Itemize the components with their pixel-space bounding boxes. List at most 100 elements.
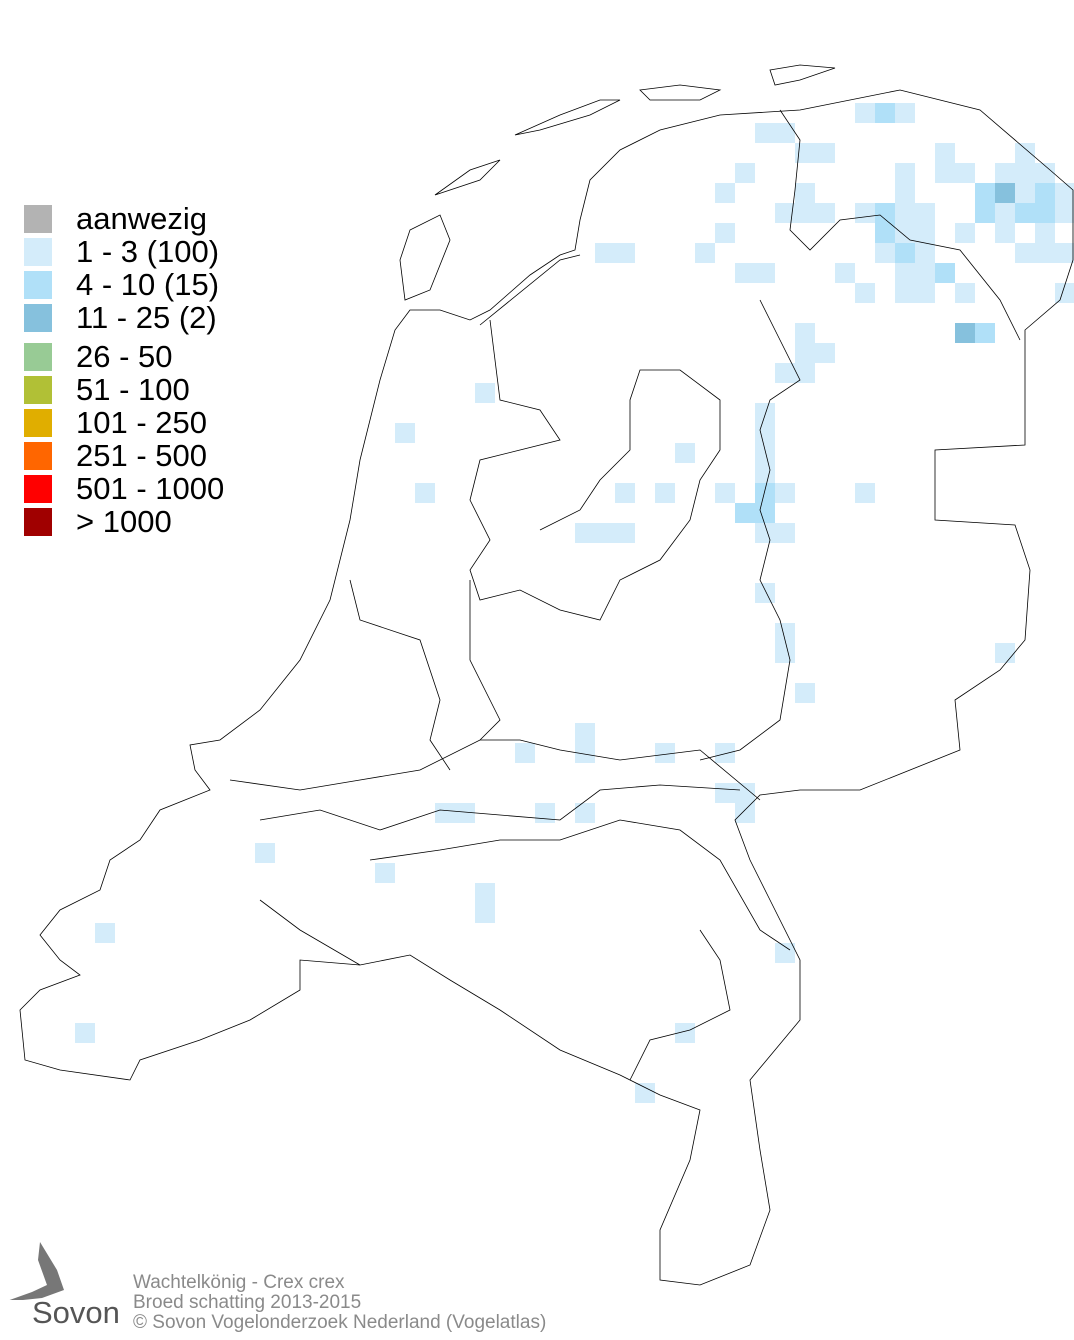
grid-cell (655, 483, 675, 503)
grid-cell (855, 483, 875, 503)
legend-label: 26 - 50 (76, 339, 173, 374)
grid-cell (755, 403, 775, 423)
province-border (779, 109, 1021, 341)
grid-cell (795, 363, 815, 383)
grid-cell (755, 523, 775, 543)
grid-cell (915, 243, 935, 263)
grid-cell (955, 223, 975, 243)
grid-cell (955, 283, 975, 303)
grid-cell (715, 223, 735, 243)
grid-cell (775, 483, 795, 503)
grid-cell (775, 123, 795, 143)
legend-swatch (24, 441, 52, 470)
grid-cell (895, 203, 915, 223)
river (229, 739, 761, 801)
afsluitdijk (479, 254, 581, 326)
grid-cell (475, 883, 495, 903)
grid-cell (255, 843, 275, 863)
legend-item: 26 - 50 (24, 340, 224, 373)
grid-cell (755, 503, 775, 523)
legend-swatch (24, 507, 52, 536)
legend-item: 501 - 1000 (24, 472, 224, 505)
legend-swatch (24, 204, 52, 233)
wadden-island (434, 159, 501, 196)
swallow-icon (4, 1242, 64, 1302)
grid-cell (875, 243, 895, 263)
grid-cell (775, 523, 795, 543)
grid-cell (575, 523, 595, 543)
sovon-logo (2, 1240, 122, 1335)
province-border (699, 299, 801, 761)
grid-cell (975, 183, 995, 203)
grid-cell (935, 143, 955, 163)
grid-cell (1055, 203, 1074, 223)
grid-cell (595, 243, 615, 263)
grid-cell (635, 1083, 655, 1103)
grid-cell (755, 423, 775, 443)
grid-cell (1055, 283, 1074, 303)
grid-cell (815, 143, 835, 163)
legend-label: 501 - 1000 (76, 471, 225, 506)
grid-cell (615, 243, 635, 263)
grid-cell (875, 103, 895, 123)
grid-cell (675, 1023, 695, 1043)
grid-cell (895, 263, 915, 283)
grid-cell (735, 503, 755, 523)
grid-cell (975, 203, 995, 223)
grid-cell (935, 263, 955, 283)
grid-cell (535, 803, 555, 823)
grid-cell (775, 643, 795, 663)
species-name: Wachtelkönig - Crex crex (133, 1272, 345, 1293)
grid-cell (715, 743, 735, 763)
grid-cell (735, 163, 755, 183)
province-border (259, 899, 361, 966)
grid-cell (75, 1023, 95, 1043)
grid-cell (715, 783, 735, 803)
legend-swatch (24, 270, 52, 299)
grid-cell (735, 803, 755, 823)
grid-cell (1055, 183, 1074, 203)
grid-cell (1015, 243, 1035, 263)
grid-cell (915, 283, 935, 303)
river (369, 819, 791, 951)
legend-item: 251 - 500 (24, 439, 224, 472)
legend-item: > 1000 (24, 505, 224, 538)
grid-cell (895, 103, 915, 123)
grid-cell (755, 583, 775, 603)
grid-cell (475, 383, 495, 403)
grid-cell (775, 623, 795, 643)
grid-cell (1015, 143, 1035, 163)
grid-cell (415, 483, 435, 503)
grid-cell (775, 943, 795, 963)
grid-cells (75, 103, 1074, 1103)
grid-cell (995, 183, 1015, 203)
legend-label: 11 - 25 (2) (76, 300, 217, 335)
province-border (629, 929, 731, 1081)
legend-label: 251 - 500 (76, 438, 207, 473)
grid-cell (1015, 183, 1035, 203)
grid-cell (955, 323, 975, 343)
grid-cell (715, 483, 735, 503)
grid-cell (955, 163, 975, 183)
grid-cell (655, 743, 675, 763)
legend-swatch (24, 375, 52, 404)
wadden-island (399, 214, 451, 301)
wadden-island (639, 84, 722, 101)
grid-cell (855, 203, 875, 223)
grid-cell (775, 203, 795, 223)
legend-item: 51 - 100 (24, 373, 224, 406)
legend-swatch (24, 303, 52, 332)
grid-cell (895, 223, 915, 243)
grid-cell (895, 243, 915, 263)
grid-cell (755, 263, 775, 283)
grid-cell (795, 143, 815, 163)
grid-cell (755, 463, 775, 483)
grid-cell (755, 123, 775, 143)
grid-cell (795, 183, 815, 203)
grid-cell (855, 103, 875, 123)
grid-cell (795, 343, 815, 363)
grid-cell (895, 163, 915, 183)
grid-cell (455, 803, 475, 823)
legend-item: aanwezig (24, 202, 224, 235)
